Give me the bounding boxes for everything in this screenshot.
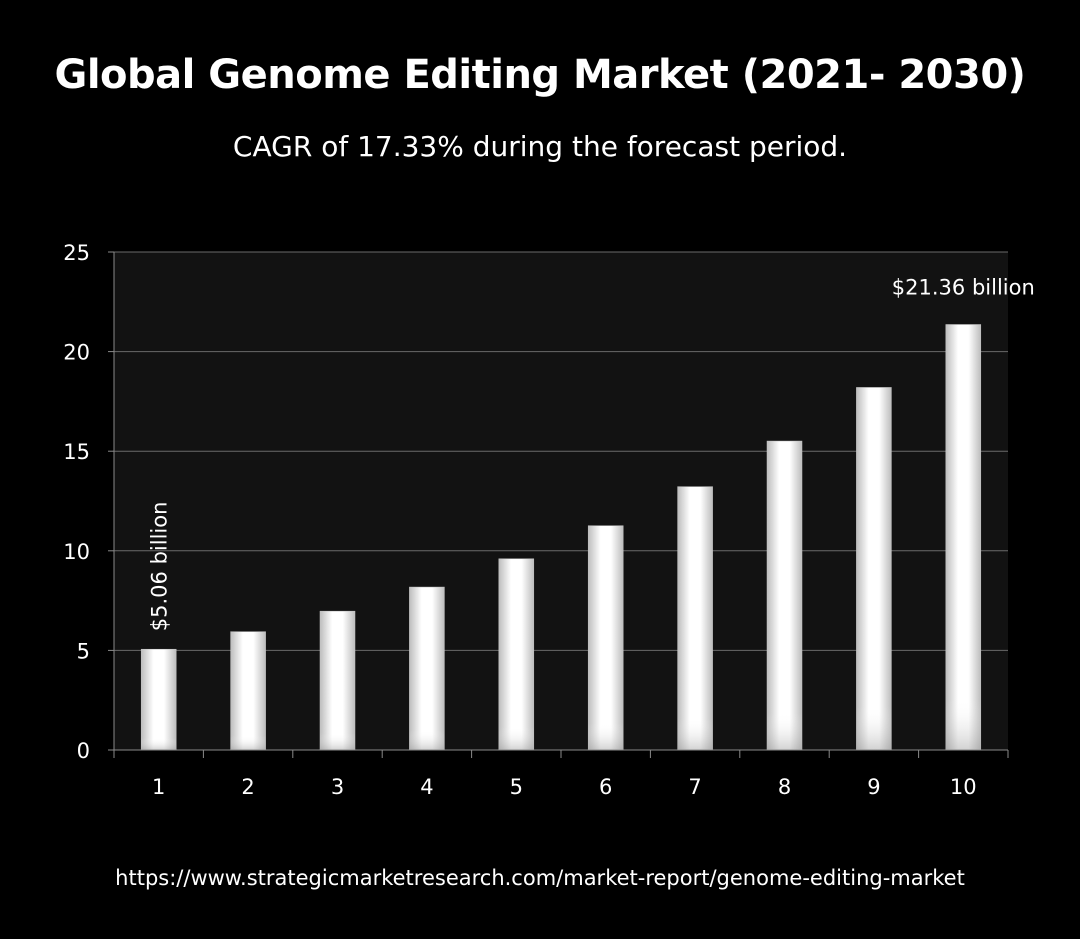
y-tick-label: 15 [63, 440, 90, 464]
x-tick-label: 3 [331, 775, 344, 799]
bar [677, 486, 713, 751]
x-tick-label: 4 [420, 775, 433, 799]
bar [319, 610, 356, 751]
bar-shade [230, 631, 266, 750]
bar [587, 525, 624, 751]
bar [498, 558, 535, 751]
bar [945, 324, 982, 751]
y-tick-label: 25 [63, 241, 90, 265]
data-label-first: $5.06 billion [148, 502, 172, 632]
x-tick-label: 8 [778, 775, 791, 799]
y-tick-label: 10 [63, 540, 90, 564]
bar-shade [767, 441, 802, 750]
bar-shade [856, 387, 892, 750]
y-tick-label: 20 [63, 341, 90, 365]
data-label-last: $21.36 billion [892, 276, 1035, 300]
source-url[interactable]: https://www.strategicmarketresearch.com/… [115, 866, 965, 890]
bar [856, 387, 892, 751]
bar-shade [320, 611, 355, 750]
bar [766, 440, 803, 751]
bar [409, 586, 445, 751]
bar-shade [498, 558, 534, 750]
y-tick-label: 5 [77, 639, 90, 663]
bar [230, 631, 266, 751]
x-tick-label: 5 [510, 775, 523, 799]
x-tick-label: 10 [950, 775, 977, 799]
x-tick-label: 1 [152, 775, 165, 799]
bar [140, 648, 177, 751]
axes: 0 5 10 15 20 25 1 2 3 4 5 6 7 8 9 10 [63, 241, 1009, 799]
bar-shade [945, 324, 981, 750]
chart-subtitle: CAGR of 17.33% during the forecast perio… [232, 130, 848, 163]
chart-title: Global Genome Editing Market (2021- 2030… [54, 52, 1026, 98]
bar-shade [677, 486, 713, 750]
data-labels: $5.06 billion $21.36 billion [148, 276, 1035, 632]
bar-shade [141, 649, 177, 750]
bars [140, 324, 982, 751]
bar-shade [588, 525, 624, 750]
bar-shade [409, 587, 445, 750]
x-tick-label: 7 [688, 775, 701, 799]
x-tick-label: 2 [241, 775, 254, 799]
x-tick-label: 6 [599, 775, 612, 799]
y-tick-label: 0 [77, 739, 90, 763]
x-tick-label: 9 [867, 775, 880, 799]
